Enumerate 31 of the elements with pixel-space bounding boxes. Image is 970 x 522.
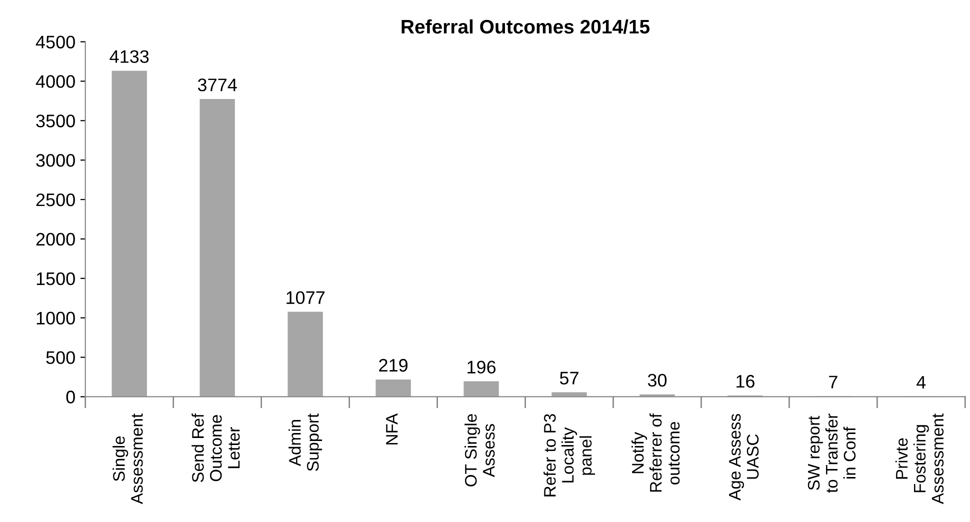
y-tick-label: 1000 (36, 312, 75, 325)
y-tick-label: 1500 (36, 272, 75, 286)
x-tick-label: Single Assessment (112, 414, 143, 504)
data-label: 7 (829, 376, 838, 388)
x-tick-label: Privte Fostering Assessment (895, 414, 944, 504)
data-label: 3774 (198, 78, 237, 92)
x-tick-label: OT Single Assess (464, 414, 495, 486)
x-tick-label: Refer to P3 Locality panel (544, 414, 595, 496)
x-tick-label: SW report to Transfer in Conf (808, 414, 856, 493)
chart-title: Referral Outcomes 2014/15 (402, 19, 650, 34)
y-tick-label: 4000 (36, 75, 75, 88)
data-label: 1077 (286, 291, 324, 304)
x-tick-label: Age Assess UASC (729, 414, 759, 500)
data-label: 57 (560, 372, 578, 384)
data-label: 196 (468, 360, 496, 374)
y-tick-label: 3000 (36, 154, 75, 167)
data-label: 4133 (110, 50, 149, 63)
x-tick-label: Send Ref Outcome Letter (192, 413, 240, 482)
data-label: 219 (379, 358, 408, 372)
x-tick-label: NFA (386, 413, 398, 444)
y-tick-label: 2000 (36, 232, 75, 246)
x-tick-label: Notify Referrer of outcome (632, 413, 680, 492)
y-tick-label: 500 (46, 351, 75, 364)
y-tick-label: 4500 (36, 36, 75, 48)
y-tick-label: 3500 (36, 114, 75, 128)
data-label: 30 (648, 374, 667, 387)
data-label: 16 (736, 374, 754, 388)
y-tick-label: 2500 (36, 193, 75, 206)
x-tick-label: Admin Support (288, 414, 322, 471)
data-label: 4 (916, 376, 926, 388)
y-tick-label: 0 (66, 390, 75, 404)
